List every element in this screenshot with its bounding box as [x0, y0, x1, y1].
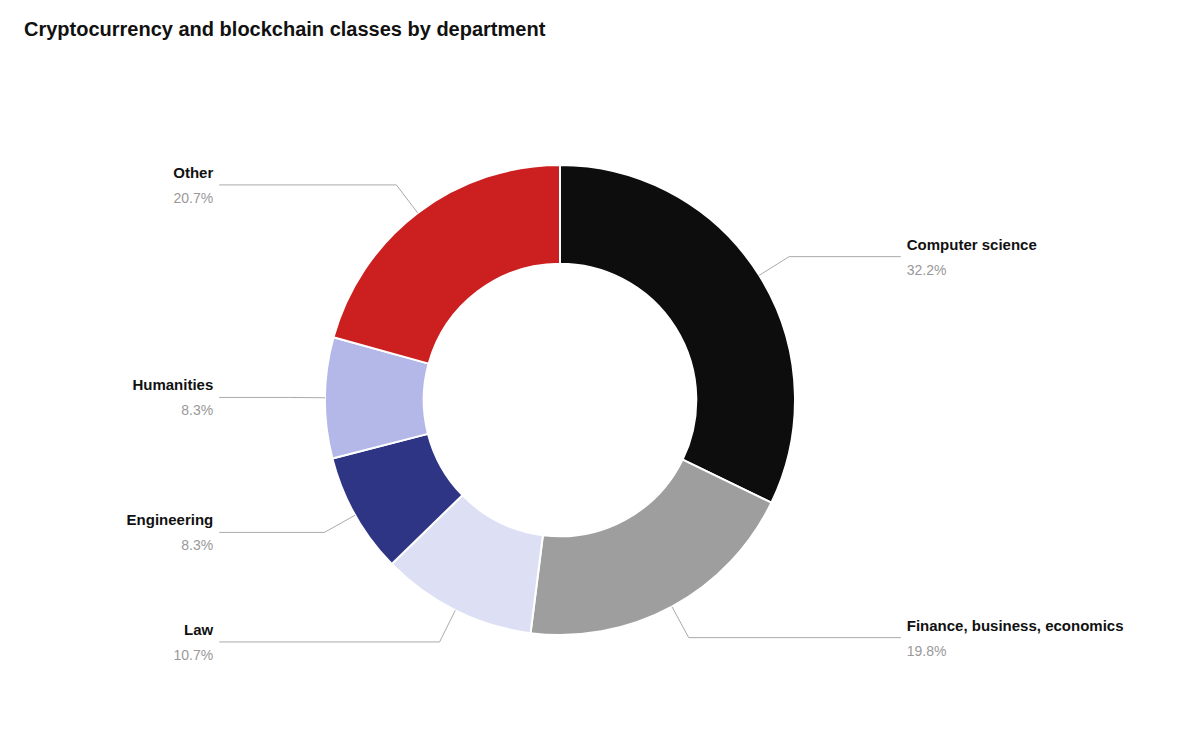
- category-label: Other: [173, 164, 213, 181]
- category-label: Law: [184, 621, 214, 638]
- labels: Computer science 32.2% Finance, business, …: [127, 164, 1124, 663]
- category-label: Engineering: [127, 511, 214, 528]
- wedges: [325, 165, 795, 635]
- chart-container: Cryptocurrency and blockchain classes by…: [0, 0, 1195, 739]
- chart-title: Cryptocurrency and blockchain classes by…: [24, 18, 546, 40]
- category-label: Humanities: [132, 376, 213, 393]
- data-label: 20.7%: [174, 190, 214, 206]
- data-label: 19.8%: [907, 643, 947, 659]
- category-label: Finance, business, economics: [907, 617, 1124, 634]
- category-label: Computer science: [907, 236, 1037, 253]
- leader-line: [759, 257, 901, 276]
- wedge: [334, 165, 560, 364]
- data-label: 8.3%: [181, 537, 213, 553]
- leader-line: [219, 610, 455, 642]
- wedge: [531, 460, 772, 635]
- leader-line: [672, 607, 901, 638]
- leader-line: [219, 515, 355, 532]
- data-label: 8.3%: [181, 402, 213, 418]
- data-label: 10.7%: [174, 647, 214, 663]
- data-label: 32.2%: [907, 262, 947, 278]
- leader-line: [219, 185, 417, 213]
- leader-line: [219, 397, 325, 398]
- chart-svg: Cryptocurrency and blockchain classes by…: [0, 0, 1195, 739]
- wedge: [560, 165, 795, 503]
